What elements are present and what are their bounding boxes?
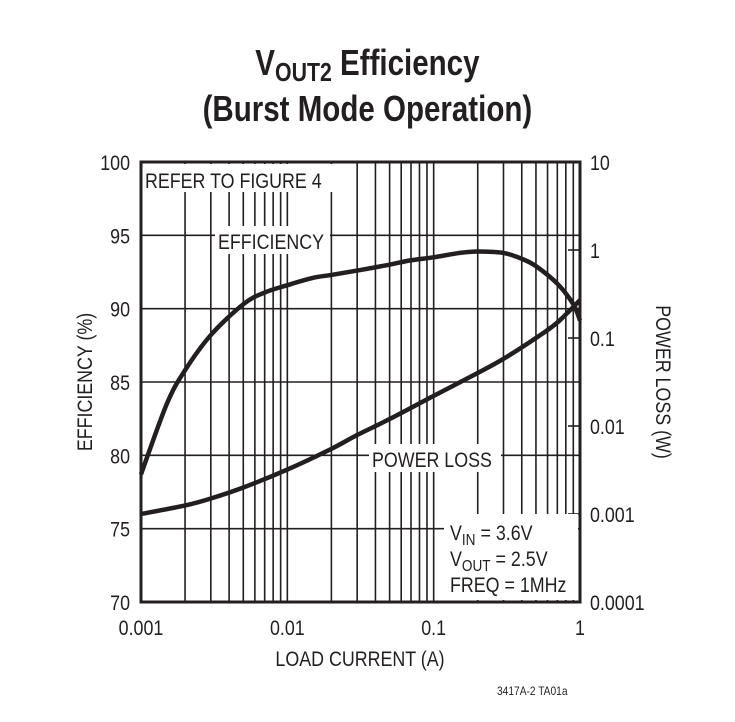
- y-axis-title: EFFICIENCY (%): [74, 313, 98, 451]
- x-tick-label: 0.001: [119, 617, 164, 641]
- condition-freq: FREQ = 1MHz: [450, 574, 566, 598]
- y2-tick-label: 0.0001: [590, 592, 645, 616]
- power-loss-curve: [140, 298, 582, 517]
- condition-vin: VIN = 3.6V: [450, 522, 533, 550]
- y2-tick-label: 0.01: [590, 416, 625, 440]
- x-tick-label: 0.1: [421, 617, 446, 641]
- annotation-power-loss: POWER LOSS: [372, 449, 492, 473]
- y-tick-label: 100: [100, 152, 130, 176]
- annotation-efficiency: EFFICIENCY: [218, 231, 324, 255]
- y2-tick-label: 0.1: [590, 328, 615, 352]
- y2-tick-label: 0.001: [590, 504, 635, 528]
- y-tick-label: 85: [110, 372, 130, 396]
- figure-code: 3417A-2 TA01a: [497, 684, 568, 698]
- y-tick-label: 75: [110, 518, 130, 542]
- efficiency-curve: [138, 249, 583, 476]
- y2-tick-label: 1: [590, 240, 600, 264]
- condition-vout: VOUT = 2.5V: [450, 548, 548, 576]
- y-tick-label: 80: [110, 445, 130, 469]
- annotation-refer: REFER TO FIGURE 4: [145, 170, 322, 194]
- y-tick-label: 95: [110, 225, 130, 249]
- x-tick-label: 1: [575, 617, 585, 641]
- x-axis-title: LOAD CURRENT (A): [275, 648, 444, 672]
- y-tick-label: 70: [110, 592, 130, 616]
- chart-title-line2: (Burst Mode Operation): [202, 88, 533, 129]
- y2-axis-title: POWER LOSS (W): [651, 305, 675, 459]
- x-tick-label: 0.01: [270, 617, 305, 641]
- plot-frame: [139, 160, 582, 604]
- chart-title-line1: VOUT2 Efficiency: [255, 42, 480, 87]
- y-tick-label: 90: [110, 298, 130, 322]
- y2-tick-label: 10: [590, 152, 610, 176]
